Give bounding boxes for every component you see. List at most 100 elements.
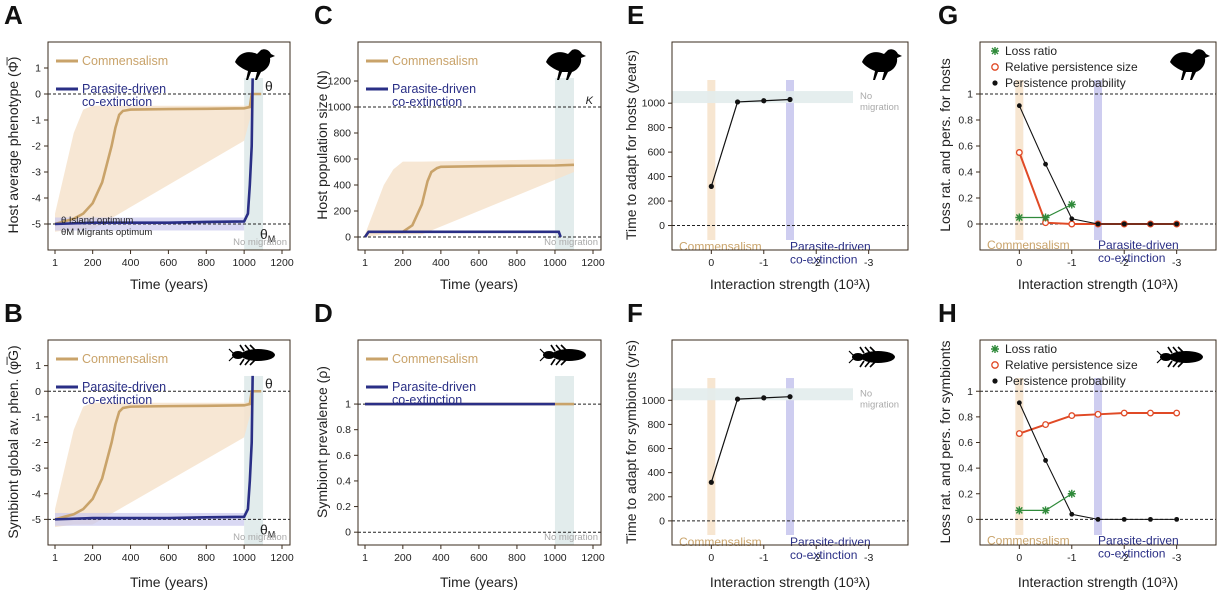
series-line-parasite xyxy=(54,375,254,521)
louse-icon xyxy=(241,349,275,361)
x-tick-label: 400 xyxy=(122,257,140,269)
data-point xyxy=(734,396,741,402)
y-axis-label: Symbiont global av. phen. (φ̅G) xyxy=(5,345,21,538)
x-tick-label: 0 xyxy=(1016,552,1022,564)
y-axis-label: Host population size (N) xyxy=(314,70,330,219)
series-line-commensalism xyxy=(54,389,262,521)
x-tick-label: 1 xyxy=(52,552,58,564)
persistence-probability-point xyxy=(1069,216,1075,222)
persistence-probability-point xyxy=(1174,516,1180,522)
x-tick-label: 1000 xyxy=(543,257,567,269)
persistence-probability-point xyxy=(1095,221,1101,227)
relative-persistence-size-point xyxy=(1068,412,1076,420)
confidence-band xyxy=(55,401,252,528)
legend-label: Loss ratio xyxy=(1005,44,1057,58)
plot-frame xyxy=(671,41,909,251)
y-tick-label: 400 xyxy=(647,467,665,479)
relative-persistence-size-point xyxy=(1094,410,1102,418)
region-label-parasite: Parasite-driven co-extinction xyxy=(790,535,871,562)
y-tick-label: -1 xyxy=(32,411,41,423)
x-tick-label: 200 xyxy=(84,552,102,564)
legend-label-commensalism: Commensalism xyxy=(82,54,168,68)
note-migrant-optimum: θM Migrants optimum xyxy=(61,227,152,238)
y-tick-label: 0 xyxy=(345,232,351,244)
x-tick-label: 600 xyxy=(160,552,178,564)
x-tick-label: 800 xyxy=(508,552,526,564)
x-tick-label: 800 xyxy=(198,257,216,269)
panel-letter: H xyxy=(938,298,957,328)
louse-head-icon xyxy=(852,353,864,361)
bird-icon xyxy=(546,49,586,80)
y-tick-label: 800 xyxy=(647,122,665,134)
y-axis-label: Time to adapt for symbionts (yrs) xyxy=(623,340,639,544)
y-tick-label: 0 xyxy=(35,386,41,398)
legend-label-parasite: Parasite-driven co-extinction xyxy=(82,82,166,109)
y-tick-label: 0 xyxy=(659,515,665,527)
region-label-commensalism: Commensalism xyxy=(679,240,762,254)
loss-ratio-point xyxy=(1015,506,1024,515)
x-tick-label: 600 xyxy=(160,257,178,269)
x-tick-label: 400 xyxy=(432,257,450,269)
louse-icon xyxy=(861,351,895,363)
y-axis-label: Loss rat. and pers. for hosts xyxy=(937,58,953,232)
island-optimum-label: θ xyxy=(265,375,273,391)
bird-icon xyxy=(1170,49,1210,80)
y-tick-label: 0.8 xyxy=(958,411,973,423)
louse-leg-icon xyxy=(864,346,871,368)
x-axis-label: Interaction strength (10³λ) xyxy=(1018,276,1178,292)
relative-persistence-size-point xyxy=(1015,149,1023,156)
y-tick-label: 0.4 xyxy=(336,475,351,487)
no-migration-label: No xyxy=(860,388,872,399)
series-line xyxy=(710,98,791,187)
panel-C: K No migration Commensalism Parasite-driven… xyxy=(314,0,605,292)
x-axis-label: Interaction strength (10³λ) xyxy=(710,574,870,590)
y-tick-label: 0.4 xyxy=(958,463,973,475)
x-tick-label: -1 xyxy=(759,257,768,269)
x-tick-label: 1000 xyxy=(232,552,256,564)
y-tick-label: -5 xyxy=(32,219,41,231)
legend-swatch-loss-ratio xyxy=(991,345,999,353)
persistence-probability-point xyxy=(1043,458,1048,463)
series-line xyxy=(710,396,791,483)
legend-swatch-relative-persistence-size xyxy=(991,361,999,369)
y-tick-label: 0.2 xyxy=(336,501,351,513)
y-tick-label: -3 xyxy=(32,167,41,179)
x-tick-label: 0 xyxy=(708,552,714,564)
y-tick-label: 0.6 xyxy=(958,437,973,449)
relative-persistence-size-point xyxy=(1015,430,1023,437)
x-tick-label: 1200 xyxy=(270,552,294,564)
persistence-probability-point xyxy=(1016,400,1022,406)
y-tick-label: 0.6 xyxy=(336,450,351,462)
loss-ratio-point xyxy=(1041,506,1050,515)
no-migration-label: No migration xyxy=(544,532,598,543)
x-tick-label: 1000 xyxy=(543,552,567,564)
confidence-band xyxy=(365,159,574,237)
y-tick-label: 200 xyxy=(647,196,665,208)
panel-G: 1 0.8 0.6 0.4 0.2 0 Loss ratio Relative persist… xyxy=(937,0,1217,292)
plot-frame xyxy=(979,339,1217,546)
bird-icon xyxy=(235,49,275,80)
legend-label-commensalism: Commensalism xyxy=(392,352,478,366)
persistence-probability-point xyxy=(1095,516,1101,522)
legend-swatch-relative-persistence-size xyxy=(991,63,999,71)
louse-head-icon xyxy=(232,351,244,359)
x-tick-label: -1 xyxy=(1067,552,1076,564)
x-tick-label: -2 xyxy=(1120,552,1129,564)
y-tick-label: 0.8 xyxy=(336,424,351,436)
commensalism-region-band xyxy=(707,378,716,535)
y-tick-label: 200 xyxy=(333,206,351,218)
x-tick-label: -2 xyxy=(812,552,821,564)
y-axis-label: Host average phenotype (Φ̅) xyxy=(5,56,21,233)
x-tick-label: 0 xyxy=(708,257,714,269)
persistence-probability-point xyxy=(1043,161,1048,167)
legend-label-parasite: Parasite-driven co-extinction xyxy=(82,380,166,407)
x-tick-label: -2 xyxy=(812,257,821,269)
x-tick-label: 200 xyxy=(84,257,102,269)
y-tick-label: -4 xyxy=(32,193,41,205)
region-label-parasite: Parasite-driven co-extinction xyxy=(790,240,871,267)
x-axis-label: Interaction strength (10³λ) xyxy=(1018,574,1178,590)
data-point xyxy=(787,96,793,103)
